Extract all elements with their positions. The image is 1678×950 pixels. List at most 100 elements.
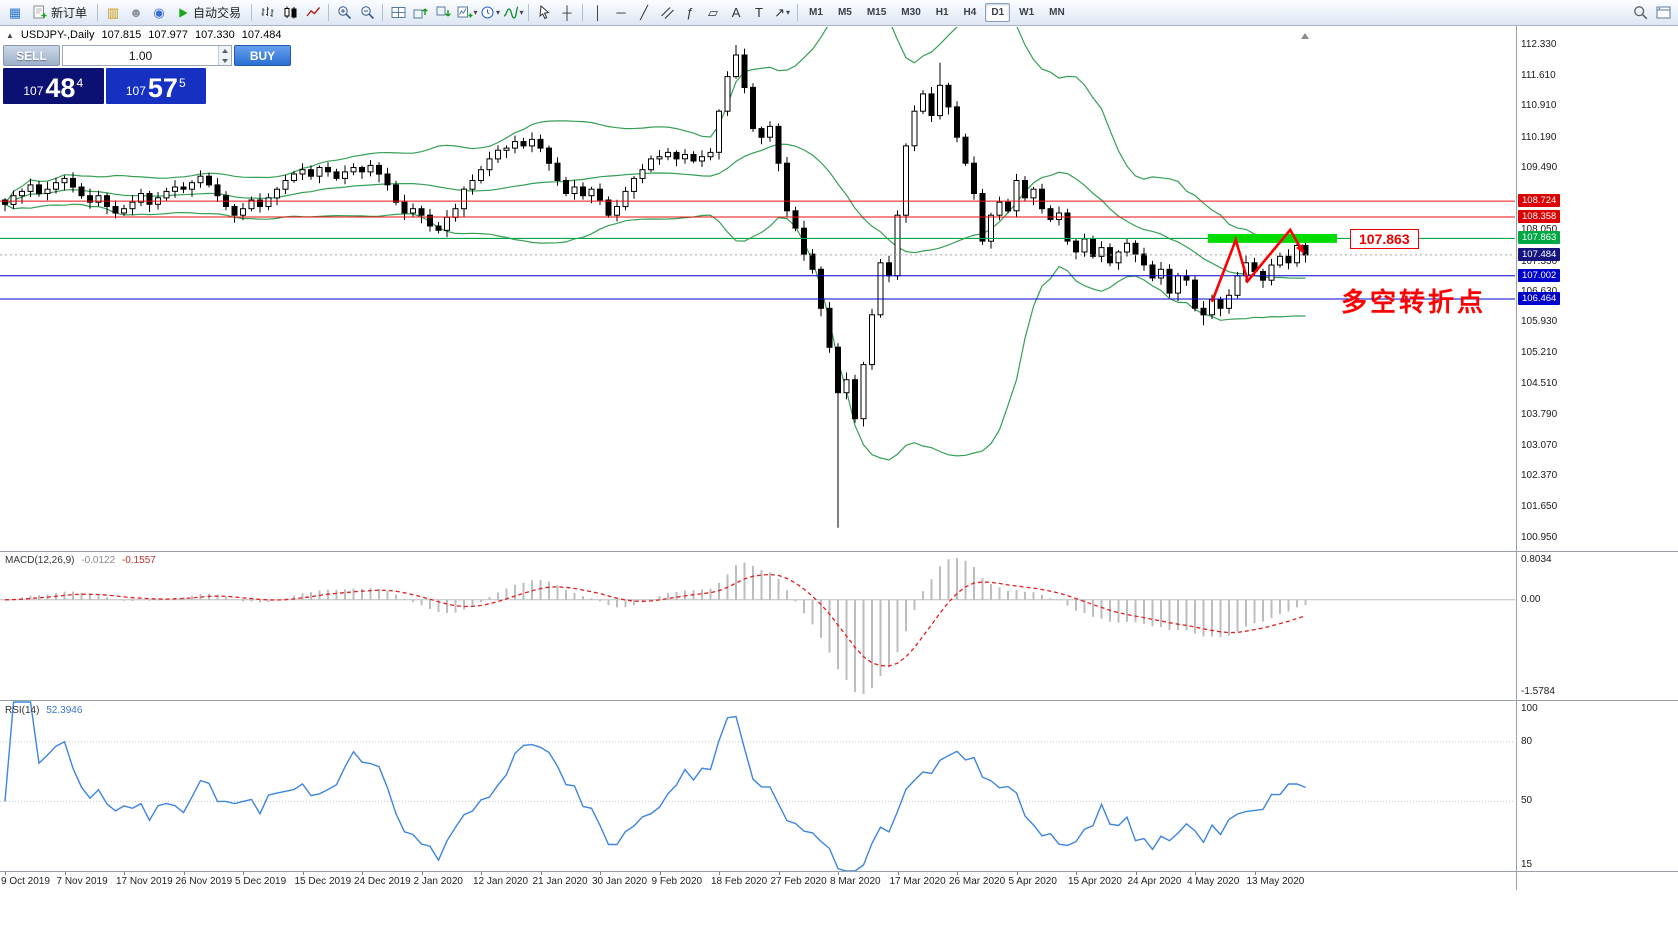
zoom-out-button[interactable] xyxy=(356,3,378,23)
key-zone-rectangle[interactable] xyxy=(1207,233,1337,243)
time-tick xyxy=(243,872,244,875)
resistance-price-tag: 108.724 xyxy=(1518,194,1561,208)
cursor-button[interactable] xyxy=(533,3,555,23)
line-chart-type-button[interactable] xyxy=(302,3,324,23)
time-tick xyxy=(897,872,899,875)
arrange-up-button[interactable] xyxy=(410,3,432,23)
price-level-label[interactable]: 107.863 xyxy=(1350,229,1419,249)
auto-trading-button[interactable]: 自动交易 xyxy=(171,3,247,23)
pane-separator-main-macd[interactable] xyxy=(0,551,1678,552)
arrange-down-button[interactable] xyxy=(433,3,455,23)
rsi-indicator-label: RSI(14) 52.3946 xyxy=(5,705,82,716)
time-tick xyxy=(540,872,542,875)
toolbar-separator xyxy=(97,4,99,21)
turning-point-annotation[interactable]: 多空转折点 xyxy=(1341,287,1487,317)
timeframe-m15-button[interactable]: M15 xyxy=(866,7,887,18)
period-dropdown-button[interactable]: ▾ xyxy=(479,3,501,23)
toolbar-separator xyxy=(582,4,584,21)
volume-stepper[interactable] xyxy=(218,46,231,65)
new-chart-button[interactable]: ▾ xyxy=(456,3,478,23)
time-label: 5 Apr 2020 xyxy=(1008,876,1057,887)
arrows-button[interactable]: ↗ ▾ xyxy=(774,5,790,20)
price-tick-label: 105.210 xyxy=(1521,347,1558,359)
rsi-name: RSI(14) xyxy=(5,705,40,716)
text-label-button[interactable]: T xyxy=(755,5,763,20)
channel-button[interactable] xyxy=(656,3,678,23)
macd-indicator-label: MACD(12,26,9) -0.0122 -0.1557 xyxy=(5,555,156,566)
time-tick xyxy=(183,872,185,875)
time-tick xyxy=(659,872,661,875)
time-tick xyxy=(1195,872,1196,875)
zigzag-arrow[interactable] xyxy=(1210,227,1305,303)
macd-max-label: 0.8034 xyxy=(1521,554,1552,565)
axis-border xyxy=(1516,26,1517,890)
sell-button[interactable]: SELL xyxy=(3,45,60,66)
volume-input[interactable] xyxy=(63,46,218,65)
zoom-in-button[interactable] xyxy=(333,3,355,23)
price-tick-label: 110.190 xyxy=(1521,131,1557,143)
community-icon[interactable] xyxy=(1652,3,1674,23)
timeframe-d1-button[interactable]: D1 xyxy=(985,3,1011,22)
price-tick-label: 106.630 xyxy=(1521,286,1557,297)
text-button[interactable]: A xyxy=(731,5,741,20)
timeframe-h4-button[interactable]: H4 xyxy=(963,7,977,18)
bollinger-lower-band xyxy=(4,203,1306,461)
macd-min-label: -1.5784 xyxy=(1521,686,1555,697)
sell-price[interactable]: 107 48 4 xyxy=(3,68,104,104)
gann-button[interactable]: ▱ xyxy=(708,5,719,20)
time-tick xyxy=(1016,872,1018,875)
fibonacci-button[interactable]: ƒ xyxy=(686,5,694,20)
key-level-price-tag: 107.863 xyxy=(1518,231,1561,245)
crosshair-button[interactable]: ┼ xyxy=(562,5,572,20)
sell-price-main: 107 xyxy=(23,84,44,98)
timeframe-m5-button[interactable]: M5 xyxy=(837,7,852,18)
new-order-button[interactable]: 新订单 xyxy=(27,3,93,23)
time-tick xyxy=(838,872,839,875)
collapse-marker-icon[interactable]: ▲ xyxy=(6,30,14,40)
search-icon[interactable] xyxy=(1629,3,1651,23)
rsi-line xyxy=(4,701,1306,872)
bar-chart-type-button[interactable] xyxy=(256,3,278,23)
vertical-line-button[interactable]: │ xyxy=(593,5,603,20)
current-price-tag: 107.484 xyxy=(1518,247,1561,261)
time-label: 5 Dec 2019 xyxy=(235,876,287,887)
timeframe-h1-button[interactable]: H1 xyxy=(935,7,949,18)
horizontal-line-button[interactable]: ─ xyxy=(616,5,626,20)
price-tick-label: 109.490 xyxy=(1521,161,1558,173)
time-label: 9 Oct 2019 xyxy=(1,876,50,887)
indicators-button[interactable]: ▾ xyxy=(502,3,524,23)
time-label: 2 Jan 2020 xyxy=(413,876,464,887)
support-price-tag: 106.464 xyxy=(1518,291,1561,305)
market-watch-icon[interactable]: ▥ xyxy=(106,5,120,20)
time-label: 15 Apr 2020 xyxy=(1068,876,1122,887)
time-axis[interactable]: 9 Oct 2019 7 Nov 2019 17 Nov 2019 26 Nov 20… xyxy=(0,872,1516,890)
time-label: 26 Mar 2020 xyxy=(949,876,1006,887)
macd-signal-line xyxy=(4,573,1306,667)
pane-separator-macd-rsi[interactable] xyxy=(0,700,1678,701)
volume-down-icon[interactable] xyxy=(219,55,231,65)
time-tick xyxy=(481,872,482,875)
price-tick-label: 110.910 xyxy=(1521,100,1557,112)
trendline-button[interactable]: ╱ xyxy=(640,5,648,20)
time-label: 13 May 2020 xyxy=(1246,876,1305,887)
timeframe-m30-button[interactable]: M30 xyxy=(901,7,921,18)
chart-shift-marker xyxy=(1301,33,1309,39)
timeframe-mn-button[interactable]: MN xyxy=(1049,7,1065,18)
candlestick-type-button[interactable] xyxy=(279,3,301,23)
price-axis[interactable]: 112.330 111.610 110.910 110.190 109.490 108.7… xyxy=(1517,26,1677,888)
sell-price-sup: 4 xyxy=(76,76,84,90)
time-label: 18 Feb 2020 xyxy=(711,876,768,887)
macd-name: MACD(12,26,9) xyxy=(5,555,75,566)
ohlc-close: 107.484 xyxy=(241,29,282,41)
time-tick xyxy=(64,872,66,875)
timeframe-m1-button[interactable]: M1 xyxy=(809,7,823,18)
tile-windows-button[interactable] xyxy=(387,3,409,23)
toolbar-separator xyxy=(528,4,530,21)
support-icon[interactable]: ◉ xyxy=(153,5,165,20)
buy-price[interactable]: 107 57 5 xyxy=(105,68,206,104)
timeframe-w1-button[interactable]: W1 xyxy=(1019,7,1035,18)
app-icon[interactable]: ▦ xyxy=(8,5,22,20)
accounts-icon[interactable]: ☻ xyxy=(129,5,143,20)
volume-up-icon[interactable] xyxy=(219,46,231,56)
buy-button[interactable]: BUY xyxy=(234,45,291,66)
